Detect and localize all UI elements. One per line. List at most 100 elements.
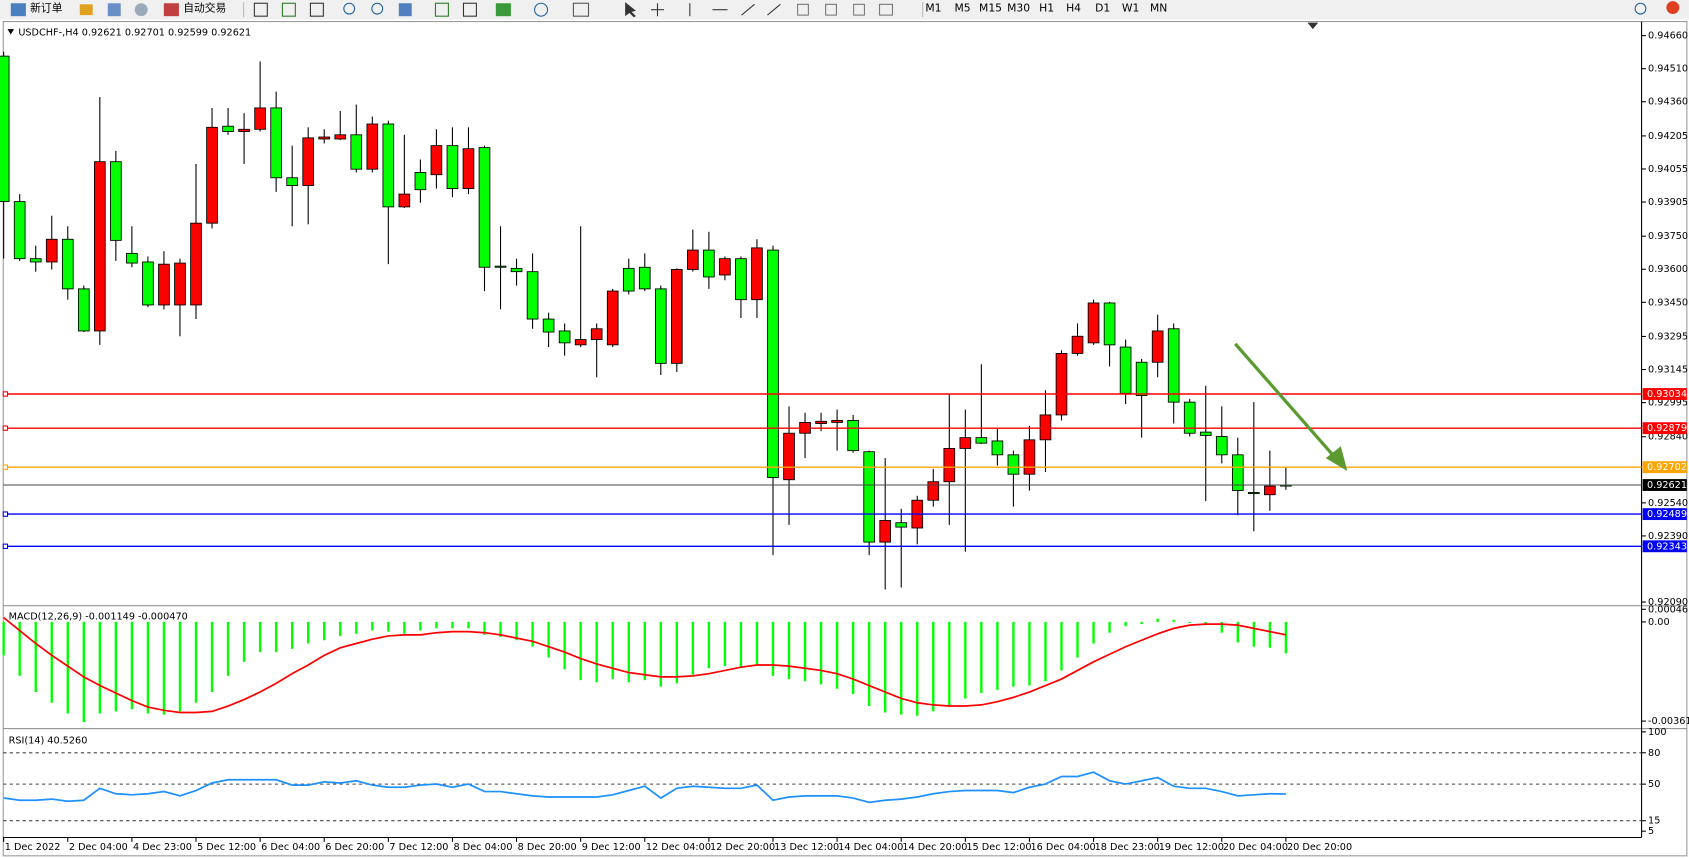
tile-windows[interactable] — [398, 3, 412, 17]
candle-body — [0, 55, 10, 203]
candle-body — [1264, 485, 1276, 496]
zoom-out[interactable] — [371, 2, 384, 15]
notifications[interactable] — [1666, 1, 1680, 15]
candle-body — [687, 249, 699, 270]
candle-body — [606, 290, 619, 346]
toolbar-icon[interactable] — [434, 2, 449, 17]
candle-body — [366, 123, 379, 170]
toolbar-icon[interactable] — [134, 3, 148, 17]
candle-body — [1055, 353, 1068, 416]
current-price-label: 0.92621 — [1647, 480, 1687, 491]
level-marker — [2, 425, 9, 431]
auto-trading-button[interactable]: 自动交易 — [183, 2, 226, 15]
timeframe-button[interactable]: M15 — [979, 2, 1002, 15]
candle-body — [1183, 401, 1196, 434]
chart-shift-marker[interactable] — [1307, 22, 1319, 30]
label-tool[interactable] — [853, 3, 865, 16]
candle-body — [783, 432, 795, 481]
templates[interactable] — [572, 2, 590, 17]
toolbar-icon[interactable] — [79, 4, 93, 16]
x-tick-label: 20 Dec 04:00 — [1223, 842, 1288, 853]
candle-body — [671, 269, 683, 364]
x-tick-label: 6 Dec 20:00 — [325, 842, 384, 853]
toolbar-bg — [0, 0, 1689, 20]
x-tick-label: 9 Dec 12:00 — [582, 842, 641, 853]
toolbar-icon[interactable] — [309, 2, 324, 17]
x-tick-label: 4 Dec 23:00 — [133, 842, 192, 853]
candle-body — [703, 249, 715, 278]
trendline-tool[interactable] — [741, 3, 755, 16]
symbol-menu[interactable] — [7, 29, 15, 35]
fibo-tool[interactable] — [797, 3, 809, 16]
candle-body — [45, 238, 58, 263]
price-tag-label: 0.92702 — [1647, 462, 1687, 473]
timeframe-button[interactable]: D1 — [1095, 2, 1110, 15]
timeframe-button[interactable]: M5 — [954, 2, 970, 15]
candle-body — [879, 520, 892, 543]
candle-body — [1119, 346, 1132, 394]
price-tag — [1642, 422, 1687, 435]
candle-body — [542, 318, 555, 333]
shapes-tool[interactable] — [878, 3, 894, 16]
toolbar-icon[interactable] — [107, 3, 121, 17]
macd-title: MACD(12,26,9) -0.001149 -0.000470 — [9, 612, 188, 623]
candle-body — [126, 252, 138, 264]
candle-body — [382, 123, 395, 208]
candle-body — [174, 262, 186, 306]
x-tick-label: 20 Dec 20:00 — [1287, 842, 1352, 853]
candle-body — [1167, 328, 1180, 403]
price-tag-label: 0.92489 — [1647, 509, 1687, 520]
candle-body — [61, 238, 74, 290]
indicators[interactable] — [495, 3, 511, 17]
candle-body — [1248, 492, 1260, 495]
zoom-in[interactable] — [343, 2, 356, 15]
candle-body — [110, 161, 122, 241]
x-tick-label: 6 Dec 04:00 — [261, 842, 320, 853]
y-tick-label: 0.94205 — [1648, 131, 1688, 142]
timeframe-button[interactable]: H1 — [1039, 2, 1054, 15]
x-tick-label: 5 Dec 12:00 — [197, 842, 256, 853]
candle-body — [270, 107, 282, 179]
timeframe-button[interactable]: M1 — [925, 2, 941, 15]
price-tag — [1642, 388, 1687, 400]
text-tool[interactable] — [825, 3, 837, 16]
toolbar-icon[interactable] — [253, 2, 268, 17]
price-tag-label: 0.93034 — [1647, 389, 1687, 400]
y-tick-label: -0.003618 — [1648, 716, 1689, 727]
candle-body — [1151, 330, 1164, 363]
timeframe-button[interactable]: M30 — [1007, 2, 1030, 15]
candle-body — [29, 258, 42, 263]
candle-body — [574, 339, 587, 346]
toolbar-icon[interactable] — [462, 2, 477, 17]
candle-body — [222, 125, 234, 132]
x-tick-label: 16 Dec 04:00 — [1031, 842, 1096, 853]
periods[interactable] — [534, 2, 549, 17]
channel-tool[interactable] — [767, 3, 781, 16]
candle-body — [142, 261, 154, 306]
candle-body — [622, 267, 635, 292]
candle-body — [238, 128, 250, 132]
candle-body — [254, 107, 266, 130]
toolbar-icon[interactable] — [281, 2, 296, 17]
x-tick-label: 12 Dec 20:00 — [710, 842, 775, 853]
timeframe-button[interactable]: W1 — [1122, 2, 1140, 15]
candle-body — [1199, 431, 1212, 436]
y-tick-label: 80 — [1648, 748, 1660, 759]
candle-body — [959, 437, 972, 449]
new-order-button[interactable]: 新订单 — [30, 2, 63, 15]
chart-frame — [2, 21, 1688, 857]
candle-body — [446, 145, 459, 190]
candle-body — [462, 148, 475, 190]
y-tick-label: 0.94510 — [1648, 64, 1688, 75]
candle-body — [654, 288, 667, 364]
y-tick-label: 0.93905 — [1648, 197, 1688, 208]
level-marker — [2, 391, 9, 397]
timeframe-button[interactable]: H4 — [1066, 2, 1081, 15]
candle-body — [478, 147, 491, 268]
toolbar: 新订单 自动交易 M1 M5 M15 M30 H1 H4 D1 W1 MN — [0, 0, 1689, 20]
candle-body — [77, 288, 90, 332]
timeframe-button[interactable]: MN — [1150, 2, 1167, 15]
search[interactable] — [1634, 2, 1647, 15]
candle-body — [719, 258, 731, 276]
cursor-tool[interactable] — [625, 2, 636, 18]
